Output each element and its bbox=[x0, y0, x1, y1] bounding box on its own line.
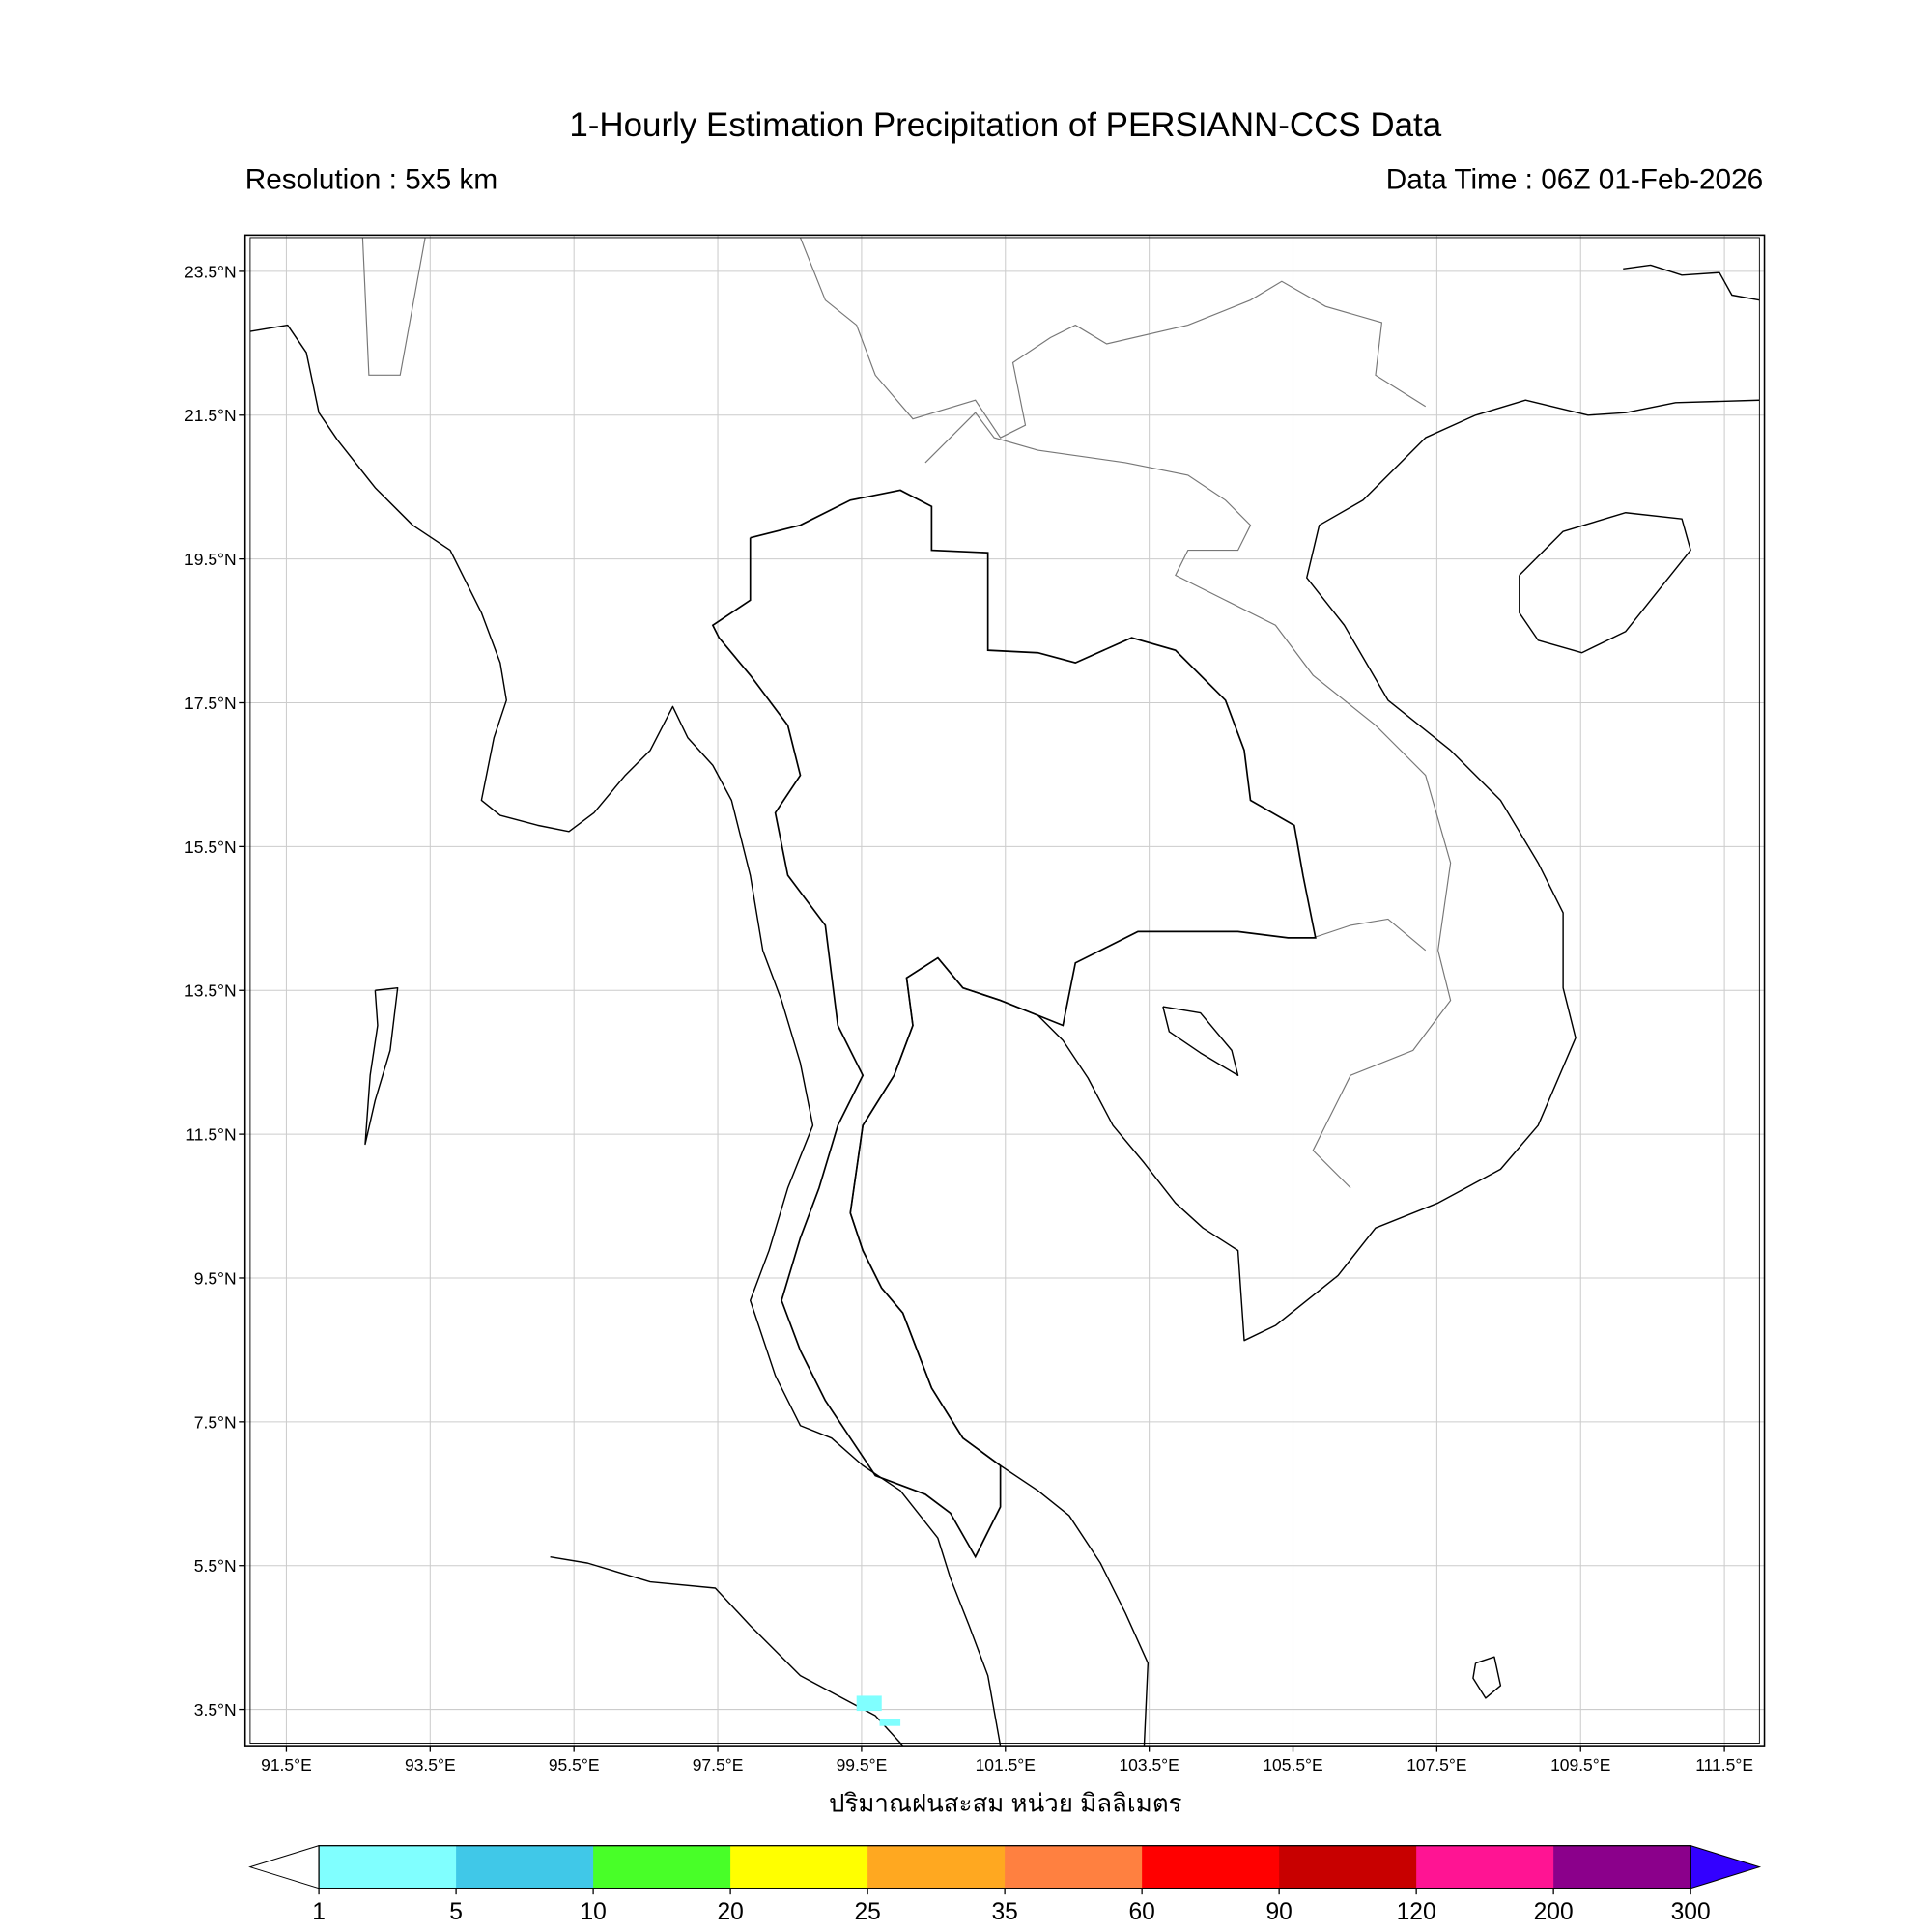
colorbar-tick-label: 35 bbox=[991, 1899, 1017, 1925]
x-tick-label: 105.5°E bbox=[1263, 1755, 1322, 1775]
rain-cell bbox=[879, 1719, 901, 1726]
coastline bbox=[849, 399, 1760, 1747]
x-tick-label: 97.5°E bbox=[693, 1755, 744, 1775]
y-axis-ticks: 23.5°N 21.5°N 19.5°N 17.5°N 15.5°N 13.5°N 11.5… bbox=[185, 262, 245, 1719]
colorbar-segment bbox=[1279, 1845, 1417, 1889]
coastline bbox=[364, 986, 399, 1146]
gridlines bbox=[244, 235, 1765, 1747]
colorbar: 1 5 10 20 25 35 60 90 120 200 300 bbox=[248, 1844, 1762, 1925]
y-tick-label: 21.5°N bbox=[185, 406, 237, 425]
coastline bbox=[1162, 1006, 1239, 1076]
colorbar-tick-label: 10 bbox=[580, 1899, 606, 1925]
country-border bbox=[1313, 918, 1427, 952]
y-tick-label: 23.5°N bbox=[185, 262, 237, 281]
y-tick-label: 3.5°N bbox=[194, 1700, 237, 1719]
colorbar-segment bbox=[730, 1845, 868, 1889]
coastline bbox=[550, 1555, 904, 1747]
coastline bbox=[1472, 1656, 1502, 1699]
colorbar-segment bbox=[1005, 1845, 1143, 1889]
x-axis-ticks: 91.5°E 93.5°E 95.5°E 97.5°E 99.5°E 101.5°E 103… bbox=[261, 1746, 1753, 1775]
y-tick-label: 9.5°N bbox=[194, 1268, 237, 1288]
colorbar-label: ปริมาณฝนสะสม หน่วย มิลลิเมตร bbox=[829, 1791, 1182, 1818]
colorbar-tick-label: 60 bbox=[1128, 1899, 1154, 1925]
map-inner-frame bbox=[249, 237, 1760, 1744]
y-tick-label: 5.5°N bbox=[194, 1556, 237, 1576]
y-tick-label: 15.5°N bbox=[185, 838, 237, 857]
x-tick-label: 91.5°E bbox=[261, 1755, 312, 1775]
colorbar-segment bbox=[1142, 1845, 1280, 1889]
y-tick-label: 17.5°N bbox=[185, 694, 237, 713]
colorbar-segment bbox=[319, 1845, 457, 1889]
colorbar-under-arrow bbox=[248, 1844, 320, 1889]
rain-cell bbox=[856, 1695, 882, 1712]
x-tick-label: 103.5°E bbox=[1119, 1755, 1179, 1775]
colorbar-tick-label: 5 bbox=[449, 1899, 463, 1925]
colorbar-segment bbox=[1416, 1845, 1554, 1889]
country-border bbox=[924, 412, 1452, 1189]
colorbar-tick-label: 300 bbox=[1671, 1899, 1711, 1925]
coastlines-and-borders bbox=[249, 237, 1760, 1747]
x-tick-label: 107.5°E bbox=[1406, 1755, 1466, 1775]
coastline bbox=[1623, 264, 1760, 301]
colorbar-segment bbox=[456, 1845, 594, 1889]
colorbar-segment bbox=[867, 1845, 1006, 1889]
y-tick-label: 13.5°N bbox=[185, 981, 237, 1001]
map-area bbox=[243, 234, 1766, 1747]
colorbar-tick-label: 25 bbox=[854, 1899, 880, 1925]
x-tick-label: 101.5°E bbox=[976, 1755, 1036, 1775]
x-tick-label: 109.5°E bbox=[1550, 1755, 1610, 1775]
colorbar-tick-label: 20 bbox=[717, 1899, 743, 1925]
x-tick-label: 93.5°E bbox=[405, 1755, 456, 1775]
thailand-outline bbox=[711, 489, 1317, 1559]
x-tick-label: 111.5°E bbox=[1695, 1755, 1753, 1775]
colorbar-over-arrow bbox=[1690, 1844, 1762, 1889]
colorbar-tick-label: 1 bbox=[312, 1899, 326, 1925]
colorbar-segment bbox=[593, 1845, 731, 1889]
colorbar-segment bbox=[1553, 1845, 1691, 1889]
map-title: 1-Hourly Estimation Precipitation of PER… bbox=[569, 106, 1441, 144]
country-border bbox=[799, 237, 1427, 439]
colorbar-tick-label: 90 bbox=[1265, 1899, 1292, 1925]
y-tick-label: 11.5°N bbox=[185, 1125, 236, 1145]
y-tick-label: 7.5°N bbox=[194, 1412, 237, 1432]
colorbar-tick-label: 200 bbox=[1534, 1899, 1574, 1925]
x-tick-label: 95.5°E bbox=[549, 1755, 600, 1775]
rain-cells bbox=[856, 1695, 901, 1726]
coastline bbox=[249, 324, 1002, 1747]
y-tick-label: 19.5°N bbox=[185, 550, 237, 569]
resolution-label: Resolution : 5x5 km bbox=[245, 163, 497, 195]
colorbar-tick-label: 120 bbox=[1397, 1899, 1436, 1925]
data-time-label: Data Time : 06Z 01-Feb-2026 bbox=[1386, 163, 1763, 195]
x-tick-label: 99.5°E bbox=[837, 1755, 888, 1775]
country-border bbox=[361, 237, 426, 376]
coastline bbox=[1519, 512, 1691, 654]
